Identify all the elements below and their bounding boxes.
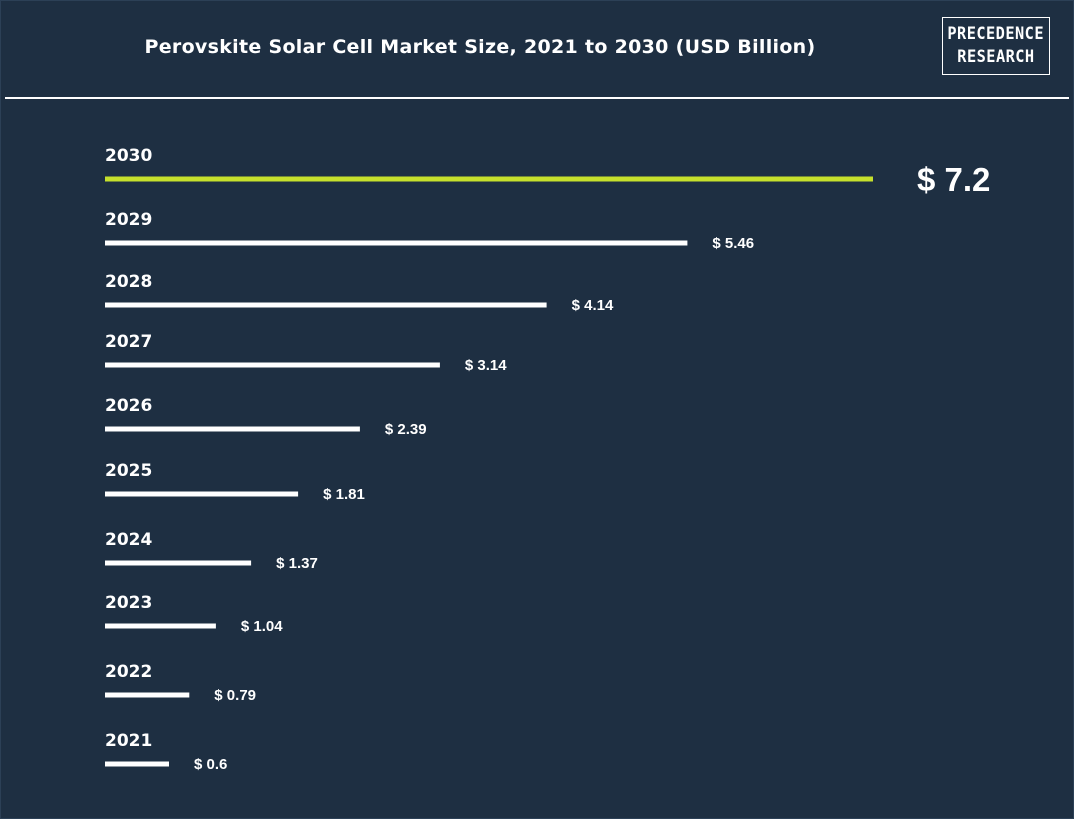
header-divider xyxy=(5,97,1069,99)
category-label-2030: 2030 xyxy=(105,146,152,166)
bar-2023 xyxy=(105,623,216,629)
value-label-2026: $ 2.39 xyxy=(385,421,427,438)
brand-logo: PRECEDENCE RESEARCH xyxy=(942,17,1050,75)
category-label-2022: 2022 xyxy=(105,662,152,682)
value-label-2021: $ 0.6 xyxy=(194,756,227,773)
value-label-2030: $ 7.2 xyxy=(917,161,990,198)
category-label-2023: 2023 xyxy=(105,593,152,613)
category-label-2021: 2021 xyxy=(105,731,152,751)
category-label-2029: 2029 xyxy=(105,210,152,230)
category-label-2025: 2025 xyxy=(105,461,152,481)
category-label-2026: 2026 xyxy=(105,396,152,416)
bar-2028 xyxy=(105,302,547,308)
bar-2022 xyxy=(105,692,190,698)
category-label-2024: 2024 xyxy=(105,530,152,550)
value-label-2022: $ 0.79 xyxy=(214,687,256,704)
category-label-2027: 2027 xyxy=(105,332,152,352)
bar-2027 xyxy=(105,362,440,368)
bar-2025 xyxy=(105,491,299,497)
bar-2024 xyxy=(105,560,252,566)
bar-2030 xyxy=(105,176,873,182)
value-label-2027: $ 3.14 xyxy=(465,357,507,374)
logo-line-2: RESEARCH xyxy=(957,47,1035,67)
category-label-2028: 2028 xyxy=(105,272,152,292)
value-label-2024: $ 1.37 xyxy=(276,555,318,572)
bar-2029 xyxy=(105,240,688,246)
value-label-2028: $ 4.14 xyxy=(572,297,614,314)
value-label-2029: $ 5.46 xyxy=(712,235,754,252)
bar-2026 xyxy=(105,426,360,432)
chart-title: Perovskite Solar Cell Market Size, 2021 … xyxy=(144,36,816,58)
logo-line-1: PRECEDENCE xyxy=(947,24,1045,44)
value-label-2025: $ 1.81 xyxy=(323,486,365,503)
bar-2021 xyxy=(105,761,169,767)
value-label-2023: $ 1.04 xyxy=(241,618,283,635)
